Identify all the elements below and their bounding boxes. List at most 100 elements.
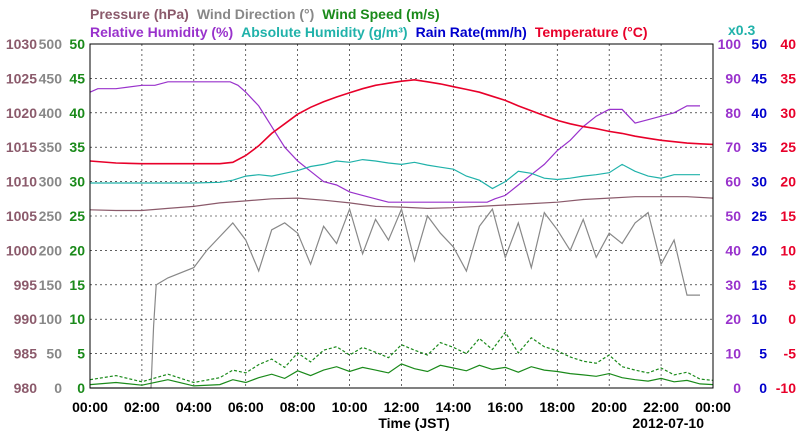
legend-entry: Pressure (hPa) bbox=[90, 6, 189, 22]
x-tick-label: 04:00 bbox=[176, 399, 212, 415]
series-layer bbox=[89, 78, 714, 389]
right-tick-label: 15 bbox=[751, 277, 767, 293]
left-tick-label: 45 bbox=[69, 70, 85, 86]
plot-frame bbox=[89, 43, 714, 389]
left-tick-label: 35 bbox=[69, 139, 85, 155]
right-tick-label: 10 bbox=[751, 311, 767, 327]
right-tick-label: 0 bbox=[733, 380, 741, 396]
right-tick-label: 0 bbox=[788, 311, 796, 327]
right-tick-label: 5 bbox=[788, 277, 796, 293]
left-tick-label: 200 bbox=[39, 242, 63, 258]
series-line bbox=[90, 207, 700, 389]
left-tick-label: 985 bbox=[14, 346, 38, 362]
right-tick-label: 40 bbox=[780, 36, 796, 52]
series-line bbox=[89, 196, 714, 212]
left-tick-label: 5 bbox=[77, 346, 85, 362]
legend-entry: Temperature (°C) bbox=[535, 24, 648, 40]
left-tick-label: 250 bbox=[39, 208, 63, 224]
grid-lines bbox=[90, 44, 713, 388]
right-tick-label: 60 bbox=[725, 174, 741, 190]
x-tick-label: 10:00 bbox=[332, 399, 368, 415]
left-tick-label: 20 bbox=[69, 242, 85, 258]
x-tick-label: 08:00 bbox=[280, 399, 316, 415]
left-tick-label: 1030 bbox=[6, 36, 37, 52]
x-axis: 00:00 02:00 04:00 06:00 08:00 10:00 12:00 14:00… bbox=[72, 399, 731, 415]
x-tick-label: 00:00 bbox=[72, 399, 108, 415]
left-tick-label: 150 bbox=[39, 277, 63, 293]
right-tick-label: 25 bbox=[751, 208, 767, 224]
left-axes: 9809859909951000100510101015102010251030… bbox=[6, 36, 85, 396]
right-tick-label: 90 bbox=[725, 70, 741, 86]
right-tick-label: 45 bbox=[751, 70, 767, 86]
series-line bbox=[89, 331, 714, 384]
left-tick-label: 450 bbox=[39, 70, 63, 86]
right-tick-label: 35 bbox=[780, 70, 796, 86]
right-tick-label: 20 bbox=[751, 242, 767, 258]
right-tick-label: 70 bbox=[725, 139, 741, 155]
left-tick-label: 1000 bbox=[6, 242, 37, 258]
legend-title-row-1: Pressure (hPa) Wind Direction (°) Wind Spe… bbox=[90, 6, 440, 22]
series-line bbox=[90, 158, 700, 190]
left-tick-label: 1010 bbox=[6, 174, 37, 190]
scale-note-label: x0.3 bbox=[728, 22, 755, 38]
series-line bbox=[89, 363, 714, 387]
left-tick-label: 0 bbox=[54, 380, 62, 396]
right-tick-label: -5 bbox=[784, 346, 797, 362]
left-tick-label: 1025 bbox=[6, 70, 37, 86]
right-tick-label: 10 bbox=[725, 346, 741, 362]
right-tick-label: 20 bbox=[780, 174, 796, 190]
right-tick-label: 40 bbox=[725, 242, 741, 258]
left-tick-label: 50 bbox=[46, 346, 62, 362]
x-tick-label: 20:00 bbox=[591, 399, 627, 415]
series-line bbox=[89, 81, 700, 203]
left-tick-label: 15 bbox=[69, 277, 85, 293]
right-tick-label: 80 bbox=[725, 105, 741, 121]
x-tick-label: 16:00 bbox=[487, 399, 523, 415]
left-tick-label: 400 bbox=[39, 105, 63, 121]
date-label: 2012-07-10 bbox=[632, 415, 704, 431]
right-axes: 0102030405060708090100051015202530354045… bbox=[718, 36, 797, 396]
left-tick-label: 100 bbox=[39, 311, 63, 327]
x-tick-label: 02:00 bbox=[124, 399, 160, 415]
x-tick-label: 00:00 bbox=[695, 399, 731, 415]
right-tick-label: 5 bbox=[759, 346, 767, 362]
left-tick-label: 0 bbox=[77, 380, 85, 396]
left-tick-label: 500 bbox=[39, 36, 63, 52]
right-tick-label: 40 bbox=[751, 105, 767, 121]
right-tick-label: 10 bbox=[780, 242, 796, 258]
left-tick-label: 1020 bbox=[6, 105, 37, 121]
x-tick-label: 06:00 bbox=[228, 399, 264, 415]
x-tick-label: 18:00 bbox=[539, 399, 575, 415]
left-tick-label: 40 bbox=[69, 105, 85, 121]
right-tick-label: 50 bbox=[751, 36, 767, 52]
series-line bbox=[89, 78, 714, 165]
legend-entry: Relative Humidity (%) bbox=[90, 24, 233, 40]
right-tick-label: -10 bbox=[776, 380, 796, 396]
right-tick-label: 0 bbox=[759, 380, 767, 396]
right-tick-label: 50 bbox=[725, 208, 741, 224]
right-tick-label: 100 bbox=[718, 36, 742, 52]
left-tick-label: 1015 bbox=[6, 139, 37, 155]
left-tick-label: 50 bbox=[69, 36, 85, 52]
legend-entry: Wind Speed (m/s) bbox=[322, 6, 439, 22]
right-tick-label: 25 bbox=[780, 139, 796, 155]
left-tick-label: 995 bbox=[14, 277, 38, 293]
left-tick-label: 350 bbox=[39, 139, 63, 155]
x-tick-label: 14:00 bbox=[436, 399, 472, 415]
x-tick-label: 22:00 bbox=[643, 399, 679, 415]
left-tick-label: 30 bbox=[69, 174, 85, 190]
left-tick-label: 300 bbox=[39, 174, 63, 190]
right-tick-label: 30 bbox=[751, 174, 767, 190]
left-tick-label: 990 bbox=[14, 311, 38, 327]
left-tick-label: 10 bbox=[69, 311, 85, 327]
legend-title-row-2: Relative Humidity (%) Absolute Humidity (… bbox=[90, 24, 648, 40]
x-axis-label: Time (JST) bbox=[378, 415, 449, 431]
right-tick-label: 30 bbox=[780, 105, 796, 121]
right-tick-label: 30 bbox=[725, 277, 741, 293]
legend-entry: Absolute Humidity (g/m³) bbox=[241, 24, 407, 40]
x-tick-label: 12:00 bbox=[384, 399, 420, 415]
left-tick-label: 25 bbox=[69, 208, 85, 224]
left-tick-label: 980 bbox=[14, 380, 38, 396]
left-tick-label: 1005 bbox=[6, 208, 37, 224]
